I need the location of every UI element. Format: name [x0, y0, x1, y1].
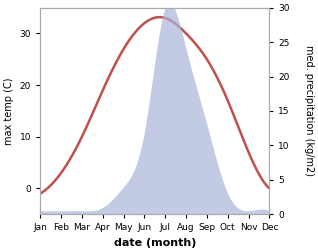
X-axis label: date (month): date (month)	[114, 238, 196, 248]
Y-axis label: med. precipitation (kg/m2): med. precipitation (kg/m2)	[304, 45, 314, 176]
Y-axis label: max temp (C): max temp (C)	[4, 77, 14, 145]
